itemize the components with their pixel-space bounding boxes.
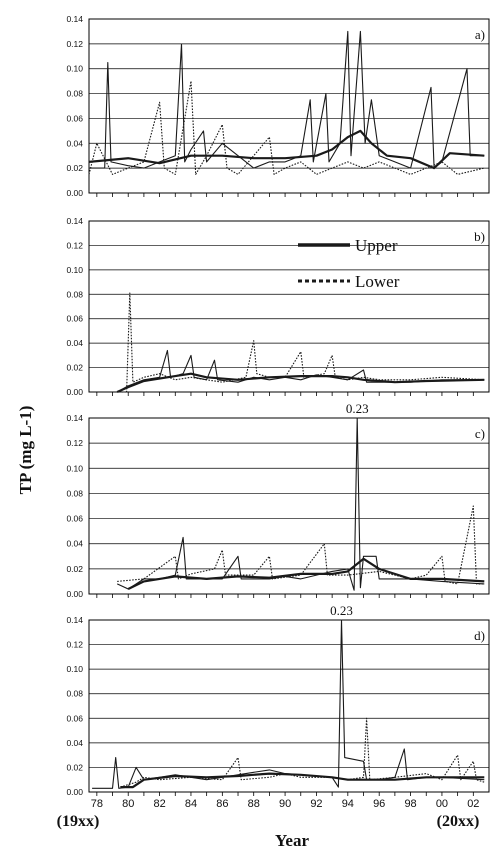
x-tick-label: 00 [436, 798, 448, 810]
series-line-upper [116, 372, 485, 394]
y-tick-label: 0.00 [66, 387, 83, 397]
y-tick-label: 0.00 [66, 589, 83, 599]
series-line-upper [116, 349, 485, 393]
x-tick-label: 82 [153, 798, 165, 810]
y-tick-label: 0.06 [66, 514, 83, 524]
panel-frame [88, 417, 490, 595]
y-tick-label: 0.08 [66, 89, 83, 99]
x-axis-label: Year [275, 831, 309, 850]
legend-label: Upper [355, 236, 398, 255]
y-tick-label: 0.04 [66, 539, 83, 549]
panel-frame [88, 619, 490, 793]
y-tick-label: 0.02 [66, 762, 83, 772]
y-tick-label: 0.04 [66, 738, 83, 748]
series-line-upper [92, 619, 485, 789]
series-line-lower [117, 292, 485, 393]
y-tick-label: 0.02 [66, 564, 83, 574]
series-line-upper [89, 30, 485, 169]
y-tick-label: 0.10 [66, 463, 83, 473]
panel-label: b) [474, 229, 485, 244]
y-tick-label: 0.12 [66, 39, 83, 49]
panel-label: d) [474, 628, 485, 643]
y-tick-label: 0.02 [66, 163, 83, 173]
y-tick-label: 0.14 [66, 14, 83, 24]
series-line-lower [120, 717, 485, 788]
x-tick-label: 02 [467, 798, 479, 810]
x-tick-label: 96 [373, 798, 385, 810]
y-tick-label: 0.12 [66, 438, 83, 448]
series-line-upper [120, 772, 485, 789]
y-tick-label: 0.14 [66, 413, 83, 423]
y-tick-label: 0.14 [66, 615, 83, 625]
y-axis-label: TP (mg L-1) [16, 406, 35, 495]
x-tick-label: 90 [279, 798, 291, 810]
x-tick-label: 86 [216, 798, 228, 810]
x-tick-label: 88 [248, 798, 260, 810]
x-left-note: (19xx) [57, 813, 100, 830]
panel-frame [88, 220, 490, 393]
series-line-upper [127, 557, 485, 590]
y-tick-label: 0.10 [66, 265, 83, 275]
series-line-upper [88, 129, 485, 170]
y-tick-label: 0.12 [66, 640, 83, 650]
y-tick-label: 0.10 [66, 64, 83, 74]
x-tick-label: 84 [185, 798, 197, 810]
panel-label: a) [475, 27, 485, 42]
y-tick-label: 0.08 [66, 289, 83, 299]
y-tick-label: 0.04 [66, 138, 83, 148]
y-tick-label: 0.00 [66, 787, 83, 797]
panel-label: c) [475, 426, 485, 441]
y-tick-label: 0.04 [66, 338, 83, 348]
y-tick-label: 0.08 [66, 689, 83, 699]
panel-frame [88, 18, 490, 194]
y-tick-label: 0.00 [66, 188, 83, 198]
x-tick-label: 80 [122, 798, 134, 810]
y-tick-label: 0.06 [66, 713, 83, 723]
y-tick-label: 0.06 [66, 113, 83, 123]
series-line-lower [88, 80, 485, 175]
peak-annotation: 0.23 [330, 603, 353, 618]
series-line-upper [116, 417, 485, 591]
series-line-lower [117, 505, 485, 585]
legend-label: Lower [355, 272, 400, 291]
x-tick-label: 94 [342, 798, 354, 810]
x-tick-label: 78 [91, 798, 103, 810]
y-tick-label: 0.02 [66, 363, 83, 373]
y-tick-label: 0.14 [66, 216, 83, 226]
peak-annotation: 0.23 [346, 401, 369, 416]
y-tick-label: 0.06 [66, 314, 83, 324]
x-tick-label: 92 [310, 798, 322, 810]
y-tick-label: 0.10 [66, 664, 83, 674]
y-tick-label: 0.08 [66, 488, 83, 498]
x-tick-label: 98 [404, 798, 416, 810]
x-right-note: (20xx) [437, 813, 480, 830]
y-tick-label: 0.12 [66, 240, 83, 250]
